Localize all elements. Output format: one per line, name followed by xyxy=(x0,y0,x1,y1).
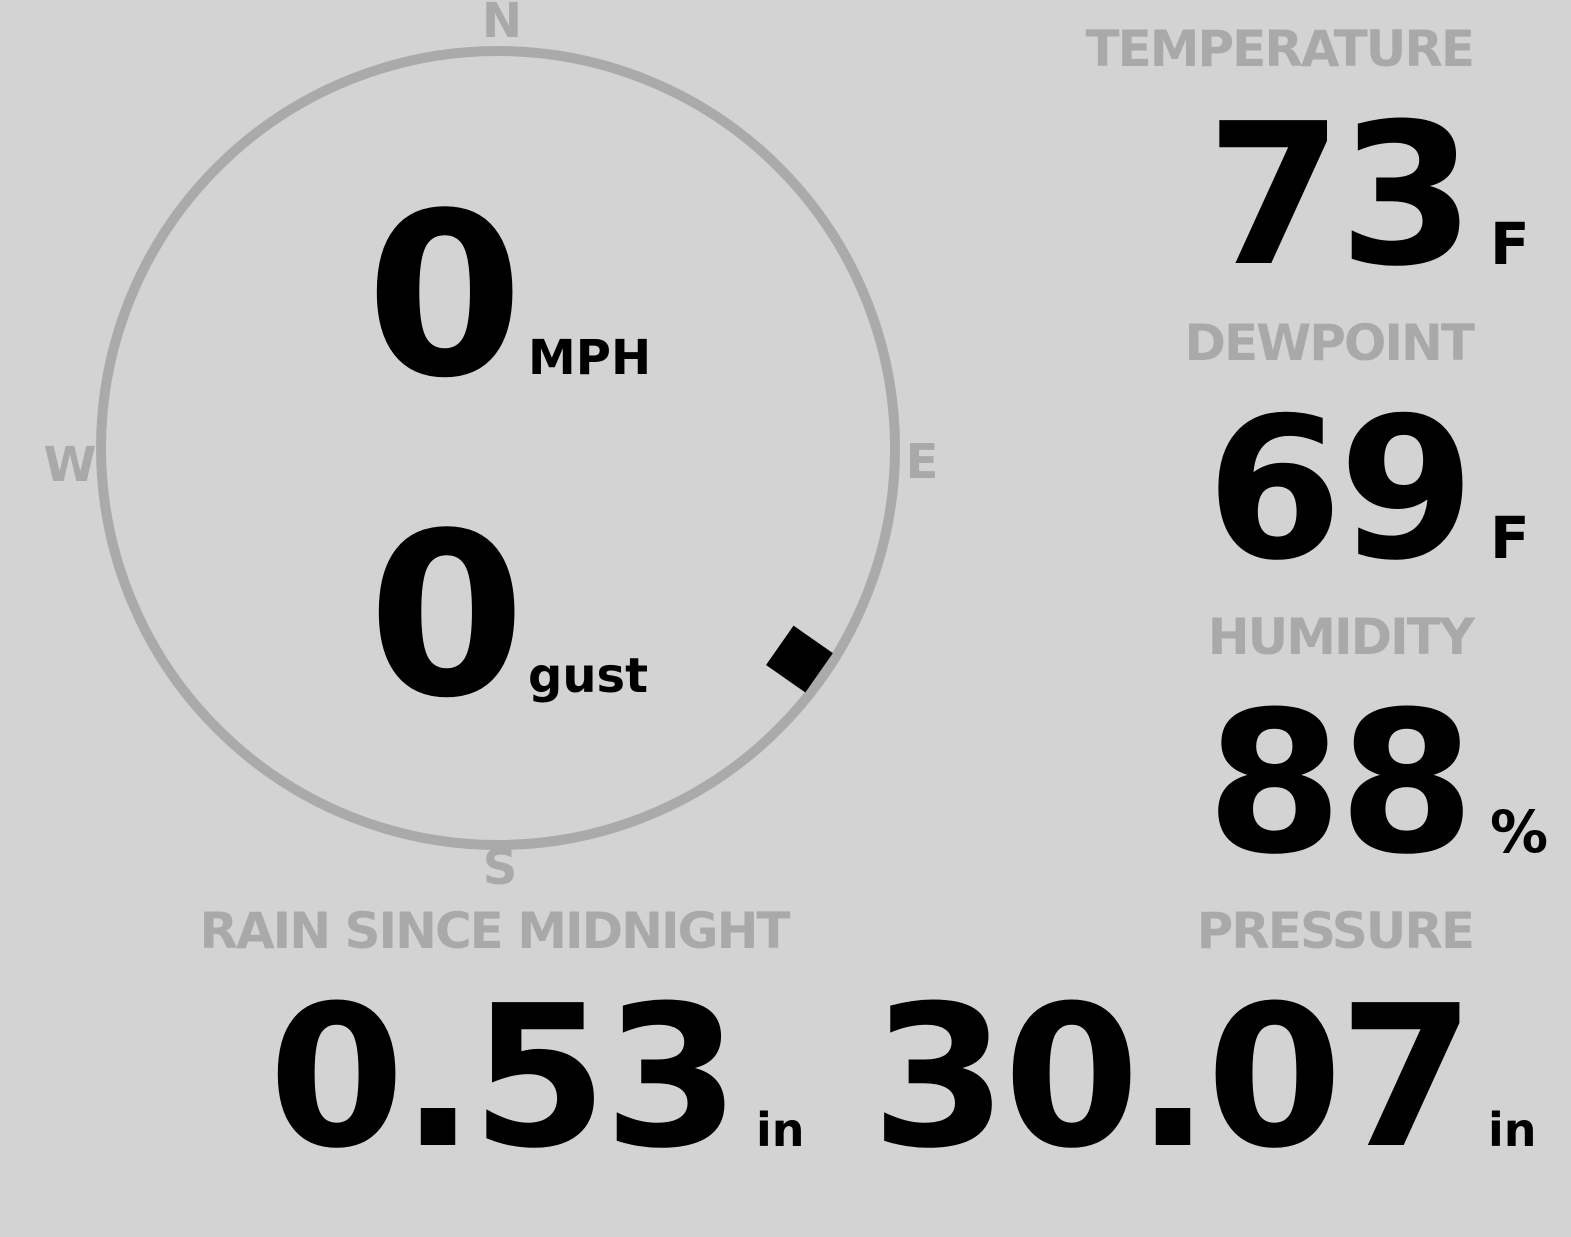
wind-gust-value: 0 xyxy=(368,485,526,748)
humidity-label: HUMIDITY xyxy=(1207,608,1475,666)
rain-unit: in xyxy=(756,1103,805,1157)
compass-west-label: W xyxy=(43,437,97,493)
compass-ring xyxy=(96,46,900,850)
wind-speed-unit: MPH xyxy=(528,330,652,386)
humidity-unit: % xyxy=(1490,798,1549,866)
wind-direction-pointer xyxy=(766,625,833,693)
humidity-value: 88 xyxy=(1206,670,1475,898)
temperature-unit: F xyxy=(1490,210,1530,278)
temperature-label: TEMPERATURE xyxy=(1085,20,1475,78)
wind-gust-label: gust xyxy=(528,648,649,704)
dewpoint-unit: F xyxy=(1490,504,1530,572)
dewpoint-label: DEWPOINT xyxy=(1184,314,1475,372)
pressure-unit: in xyxy=(1488,1103,1537,1157)
rain-value: 0.53 xyxy=(268,964,740,1192)
rain-label: RAIN SINCE MIDNIGHT xyxy=(199,902,790,960)
dewpoint-value: 69 xyxy=(1206,376,1475,604)
pressure-label: PRESSURE xyxy=(1196,902,1475,960)
wind-speed-value: 0 xyxy=(366,165,524,428)
compass-east-label: E xyxy=(905,434,939,490)
compass-north-label: N xyxy=(481,0,523,49)
compass-south-label: S xyxy=(482,840,518,896)
temperature-value: 73 xyxy=(1206,82,1475,310)
pressure-value: 30.07 xyxy=(871,964,1475,1192)
